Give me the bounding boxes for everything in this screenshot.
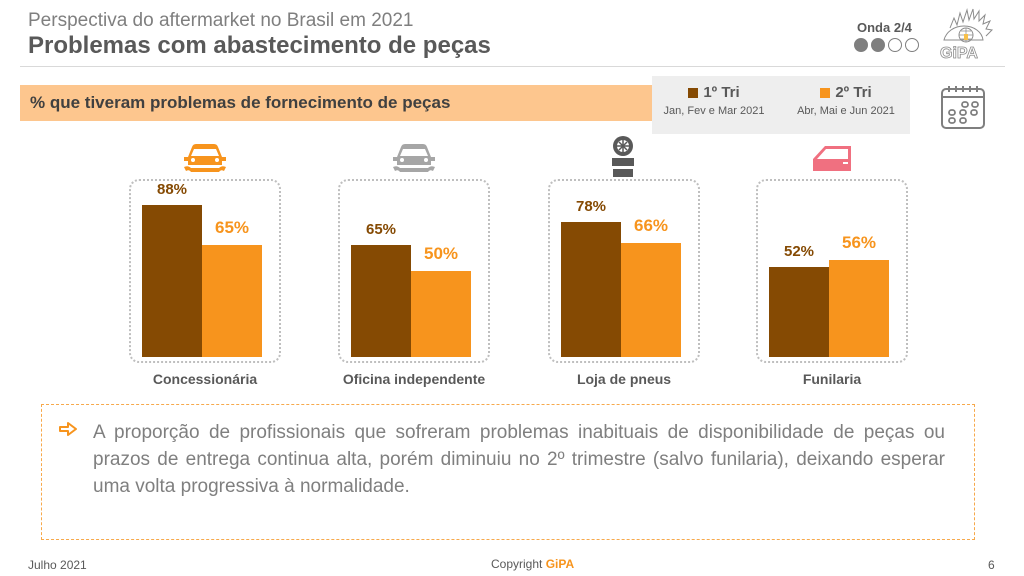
category-panel-loja-de-pneus: [548, 179, 700, 363]
tire-stack-icon: [609, 135, 637, 184]
bar-loja-de-pneus-q1: [561, 222, 621, 357]
note-text: A proporção de profissionais que sofrera…: [93, 422, 945, 497]
legend-period-q1: Jan, Fev e Mar 2021: [663, 105, 765, 117]
category-label-oficina-independente: Oficina independente: [342, 371, 486, 387]
data-label-oficina-independente-q1: 65%: [365, 220, 397, 238]
footer-copyright: Copyright GiPA: [491, 557, 574, 571]
category-label-loja-de-pneus: Loja de pneus: [576, 371, 672, 387]
bar-loja-de-pneus-q2: [621, 242, 681, 357]
copyright-prefix: Copyright: [491, 557, 546, 571]
page-number: 6: [988, 558, 995, 572]
legend-swatch-q2: [820, 87, 831, 98]
category-panel-concessionaria: [129, 179, 281, 363]
bar-oficina-independente-q2: [411, 270, 471, 357]
copyright-brand: GiPA: [545, 557, 575, 571]
logo-text: GiPA: [940, 45, 978, 62]
slide-title: Problemas com abastecimento de peças: [28, 32, 491, 59]
data-label-funilaria-q2: 56%: [841, 233, 877, 253]
car-wrench-icon: [391, 141, 437, 182]
legend-item-q1: 1º Tri Jan, Fev e Mar 2021: [658, 84, 770, 117]
legend-swatch-q1: [688, 87, 699, 98]
data-label-oficina-independente-q2: 50%: [423, 243, 459, 263]
data-label-concessionaria-q2: 65%: [214, 217, 250, 237]
category-label-concessionaria: Concessionária: [152, 371, 258, 387]
legend-label-q2: 2º Tri: [835, 84, 872, 101]
wave-dot: [871, 38, 885, 52]
bar-concessionaria-q1: [142, 204, 202, 357]
wave-progress-dots: [854, 38, 919, 52]
calendar-icon: [941, 86, 985, 129]
legend: 1º Tri Jan, Fev e Mar 2021 2º Tri Abr, M…: [652, 76, 910, 134]
bar-funilaria-q2: [829, 260, 889, 357]
data-label-funilaria-q1: 52%: [783, 243, 815, 261]
wave-dot: [854, 38, 868, 52]
data-label-loja-de-pneus-q2: 66%: [633, 215, 669, 235]
question-banner-text: % que tiveram problemas de fornecimento …: [30, 93, 451, 112]
arrow-right-icon: [59, 422, 77, 436]
bar-concessionaria-q2: [202, 244, 262, 357]
wave-label: Onda 2/4: [857, 20, 912, 35]
car-wrench-icon: [182, 141, 228, 182]
gipa-logo: GiPA: [940, 8, 994, 62]
car-door-icon: [811, 143, 853, 178]
category-panel-funilaria: [756, 179, 908, 363]
wave-dot: [888, 38, 902, 52]
data-label-concessionaria-q1: 88%: [156, 180, 188, 198]
bar-oficina-independente-q1: [351, 244, 411, 357]
wave-dot: [905, 38, 919, 52]
category-label-funilaria: Funilaria: [802, 371, 862, 387]
data-label-loja-de-pneus-q1: 78%: [575, 198, 607, 216]
legend-label-q1: 1º Tri: [703, 84, 740, 101]
bar-funilaria-q1: [769, 267, 829, 357]
logo-spikes: [949, 8, 994, 37]
question-banner: % que tiveram problemas de fornecimento …: [20, 85, 660, 121]
legend-item-q2: 2º Tri Abr, Mai e Jun 2021: [788, 84, 904, 117]
legend-period-q2: Abr, Mai e Jun 2021: [797, 105, 895, 117]
footer-date: Julho 2021: [28, 558, 87, 572]
note-box: A proporção de profissionais que sofrera…: [41, 404, 975, 540]
header-divider: [20, 66, 1005, 67]
category-panel-oficina-independente: [338, 179, 490, 363]
slide-subtitle: Perspectiva do aftermarket no Brasil em …: [28, 10, 414, 31]
